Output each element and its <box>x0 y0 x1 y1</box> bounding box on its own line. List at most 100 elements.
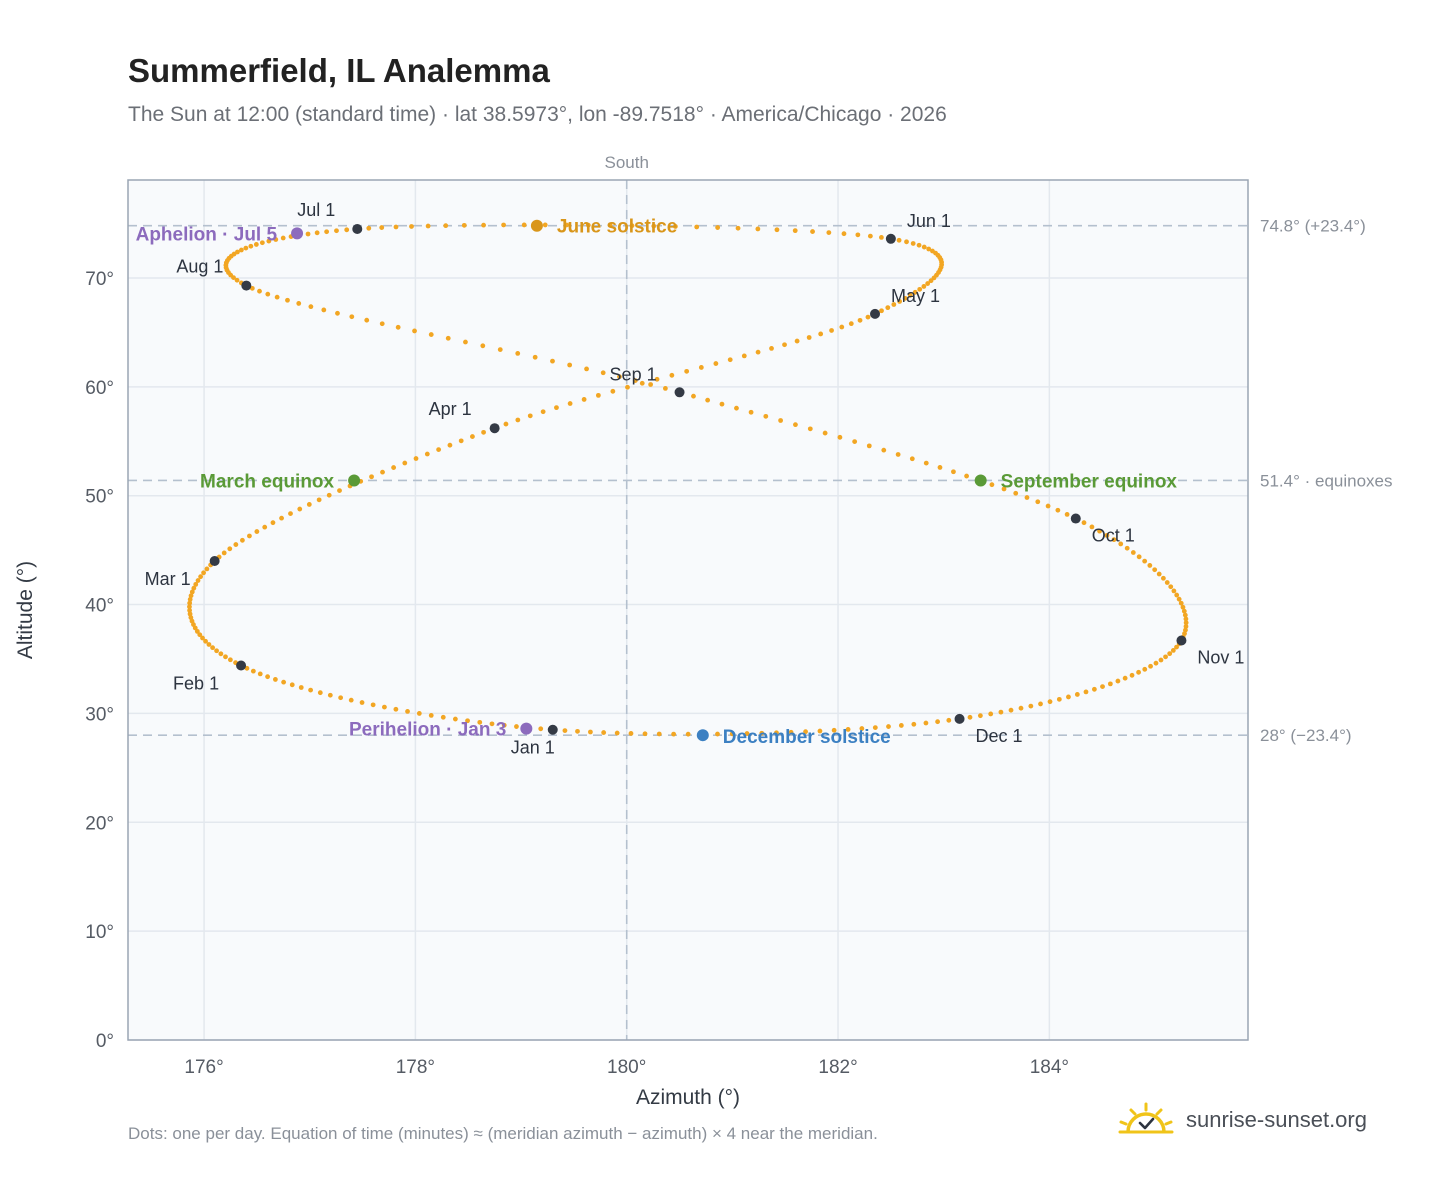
daily-sun-dot <box>1183 616 1189 622</box>
daily-sun-dot <box>1089 524 1095 530</box>
daily-sun-dot <box>447 442 453 448</box>
daily-sun-dot <box>380 469 385 475</box>
daily-sun-dot <box>515 417 521 423</box>
daily-sun-dot <box>204 566 210 572</box>
daily-sun-dot <box>857 317 863 323</box>
daily-sun-dot <box>886 724 891 729</box>
daily-sun-dot <box>193 581 199 587</box>
daily-sun-dot <box>788 729 794 735</box>
daily-sun-dot <box>1142 666 1148 672</box>
daily-sun-dot <box>514 724 519 729</box>
daily-sun-dot <box>713 361 719 366</box>
daily-sun-dot <box>257 671 263 677</box>
daily-sun-dot <box>306 502 312 507</box>
daily-sun-dot <box>817 728 823 734</box>
brand-logo[interactable]: sunrise-sunset.org <box>1118 1102 1367 1138</box>
daily-sun-dot <box>298 685 304 690</box>
daily-sun-dot <box>977 713 983 719</box>
daily-sun-dot <box>391 465 397 470</box>
daily-sun-dot <box>639 380 645 386</box>
daily-sun-dot <box>250 668 256 674</box>
daily-sun-dot <box>187 600 193 606</box>
daily-sun-dot <box>231 275 236 281</box>
daily-sun-dot <box>792 228 798 234</box>
daily-sun-dot <box>1111 537 1117 543</box>
daily-sun-dot <box>221 550 227 556</box>
daily-sun-dot <box>201 570 206 576</box>
month-marker <box>1070 513 1081 524</box>
daily-sun-dot <box>314 230 320 236</box>
daily-sun-dot <box>755 349 761 355</box>
daily-sun-dot <box>1170 647 1176 653</box>
daily-sun-dot <box>867 233 873 239</box>
daily-sun-dot <box>885 305 891 311</box>
daily-sun-dot <box>369 474 374 480</box>
daily-sun-dot <box>436 447 442 452</box>
daily-sun-dot <box>1008 707 1014 713</box>
daily-sun-dot <box>744 731 750 736</box>
daily-sun-dot <box>405 708 410 714</box>
daily-sun-dot <box>601 730 607 735</box>
chart-title: Summerfield, IL Analemma <box>128 52 550 89</box>
daily-sun-dot <box>852 439 858 444</box>
x-tick-label: 184° <box>1030 1057 1069 1078</box>
month-label: Feb 1 <box>173 674 219 694</box>
daily-sun-dot <box>416 711 422 716</box>
daily-sun-dot <box>774 730 779 736</box>
daily-sun-dot <box>395 324 401 330</box>
daily-sun-dot <box>895 452 901 457</box>
daily-sun-dot <box>841 231 847 237</box>
daily-sun-dot <box>1066 694 1071 700</box>
daily-sun-dot <box>206 642 212 647</box>
daily-sun-dot <box>240 537 245 543</box>
month-marker <box>674 387 685 398</box>
daily-sun-dot <box>425 223 431 229</box>
month-marker <box>209 556 220 567</box>
plot-frame <box>127 179 1249 1041</box>
daily-sun-dot <box>218 651 224 657</box>
event-marker <box>291 227 304 240</box>
daily-sun-dot <box>567 362 573 368</box>
sun-logo-icon <box>1118 1102 1174 1134</box>
daily-sun-dot <box>881 447 887 453</box>
daily-sun-dot <box>191 585 197 591</box>
month-label: Apr 1 <box>429 399 472 419</box>
month-marker <box>870 308 881 319</box>
month-marker <box>236 660 247 671</box>
daily-sun-dot <box>1013 490 1019 496</box>
daily-sun-dot <box>769 346 774 351</box>
daily-sun-dot <box>1038 701 1043 707</box>
daily-sun-dot <box>1147 563 1153 568</box>
daily-sun-dot <box>470 434 475 439</box>
daily-sun-dot <box>671 731 677 737</box>
axis-ticks: 176° 178° 180° 182° 184° 0° 10° 20° 30° 40° 50° 60°… <box>85 269 1069 1078</box>
x-tick-label: 176° <box>184 1057 223 1078</box>
daily-sun-dot <box>428 332 434 337</box>
daily-sun-dot <box>891 302 897 307</box>
daily-sun-dot <box>902 295 908 301</box>
daily-sun-dot <box>648 382 654 387</box>
daily-sun-dot <box>755 226 761 232</box>
daily-sun-dot <box>279 515 284 521</box>
event-label: Aphelion · Jul 5 <box>136 224 278 245</box>
daily-sun-dot <box>223 654 228 660</box>
daily-sun-dot <box>763 413 769 419</box>
daily-sun-dot <box>289 682 295 688</box>
daily-sun-dot <box>651 223 657 229</box>
y-tick-label: 30° <box>85 704 114 725</box>
daily-sun-dot <box>1156 571 1162 577</box>
daily-sun-dot <box>1091 686 1097 692</box>
daily-sun-dot <box>1001 486 1007 492</box>
daily-sun-dot <box>794 338 800 344</box>
event-marker <box>348 474 361 487</box>
daily-sun-dot <box>923 720 929 726</box>
daily-sun-dot <box>998 709 1004 715</box>
daily-sun-dot <box>654 376 660 382</box>
daily-sun-dot <box>334 228 339 234</box>
daily-sun-dot <box>285 297 290 303</box>
daily-sun-dot <box>379 225 385 230</box>
daily-sun-dot <box>1168 584 1174 590</box>
daily-sun-dot <box>187 611 193 617</box>
daily-sun-dot <box>515 351 521 356</box>
daily-sun-dot <box>1158 657 1164 663</box>
